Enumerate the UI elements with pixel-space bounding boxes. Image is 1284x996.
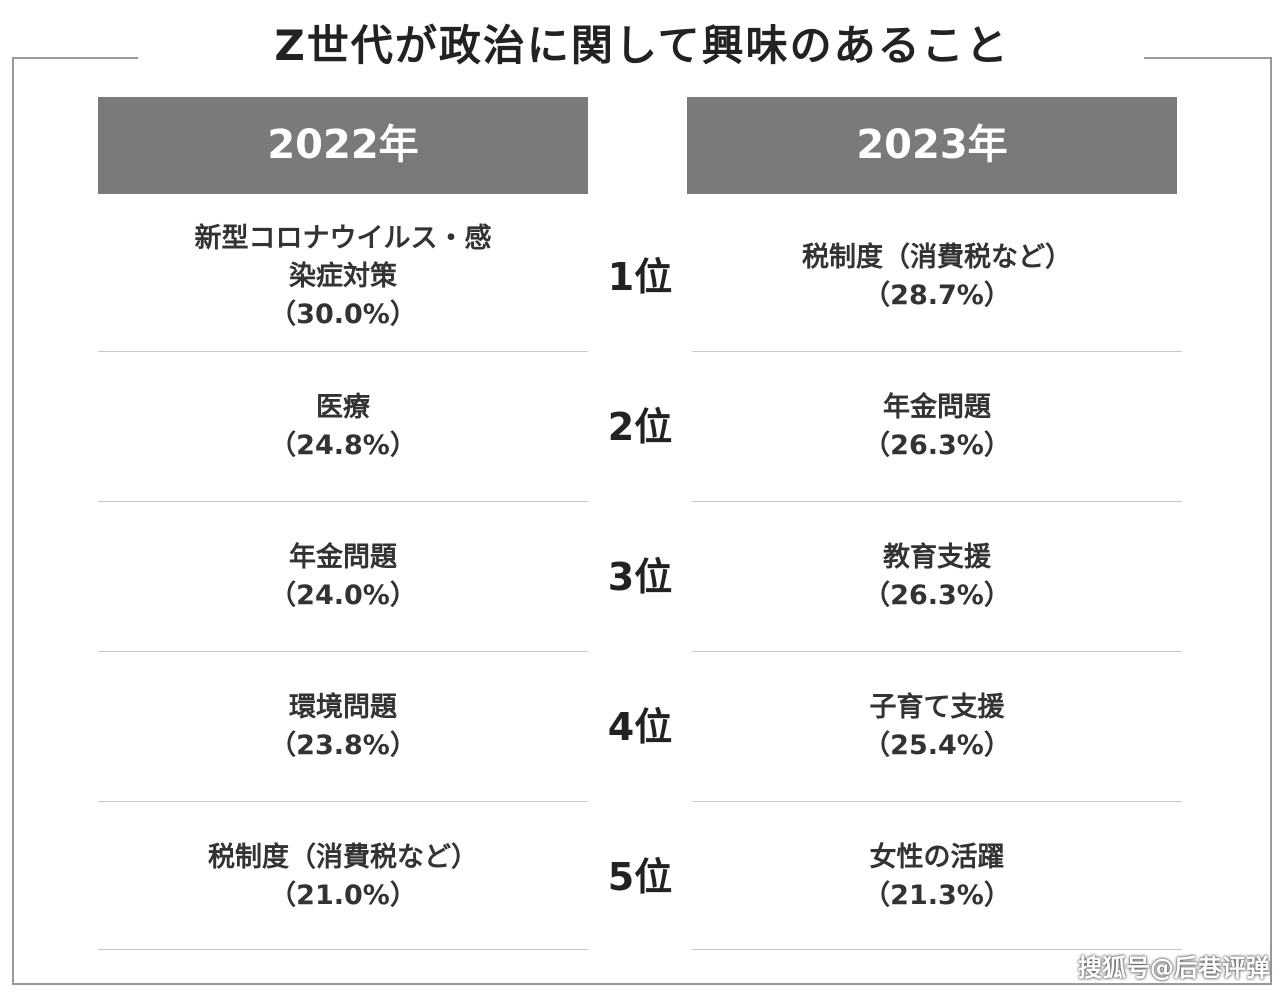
table-cell-left-rank1: 新型コロナウイルス・感染症対策 （30.0%） [98, 202, 588, 352]
topic-label: 年金問題 [289, 542, 397, 573]
percent-label: （21.0%） [269, 880, 417, 911]
rank-label: 5位 [607, 855, 673, 899]
watermark: 搜狐号@后巷评弹 [1078, 954, 1270, 982]
row-divider [692, 351, 1182, 352]
row-divider [98, 801, 588, 802]
year-header-2023: 2023年 [687, 97, 1177, 194]
percent-label: （28.7%） [863, 280, 1011, 311]
table-cell-right-rank5: 女性の活躍 （21.3%） [692, 802, 1182, 952]
percent-label: （24.0%） [269, 580, 417, 611]
percent-label: （26.3%） [863, 580, 1011, 611]
table-cell-right-rank1: 税制度（消費税など） （28.7%） [692, 202, 1182, 352]
row-divider [98, 651, 588, 652]
topic-label: 税制度（消費税など） [802, 242, 1072, 273]
row-divider [98, 351, 588, 352]
rank-label: 3位 [607, 555, 673, 599]
topic-label: 女性の活躍 [869, 842, 1005, 873]
rank-label: 2位 [607, 405, 673, 449]
row-divider [692, 651, 1182, 652]
table-cell-right-rank3: 教育支援 （26.3%） [692, 502, 1182, 652]
row-divider [692, 949, 1182, 950]
page-title: Z世代が政治に関して興味のあること [274, 21, 1010, 70]
row-divider [692, 501, 1182, 502]
topic-label: 子育て支援 [869, 692, 1005, 723]
rank-label: 4位 [607, 705, 673, 749]
percent-label: （21.3%） [863, 880, 1011, 911]
percent-label: （25.4%） [863, 730, 1011, 761]
topic-label: 新型コロナウイルス・感染症対策 [194, 223, 492, 292]
frame-right-bracket [1144, 57, 1272, 985]
topic-label: 環境問題 [289, 692, 397, 723]
table-cell-right-rank4: 子育て支援 （25.4%） [692, 652, 1182, 802]
topic-label: 年金問題 [883, 392, 991, 423]
percent-label: （24.8%） [269, 430, 417, 461]
frame-bottom-line [12, 983, 1272, 985]
row-divider [98, 949, 588, 950]
rank-label: 1位 [607, 255, 673, 299]
table-cell-left-rank2: 医療 （24.8%） [98, 352, 588, 502]
table-cell-left-rank4: 環境問題 （23.8%） [98, 652, 588, 802]
row-divider [98, 501, 588, 502]
percent-label: （30.0%） [269, 299, 417, 330]
percent-label: （26.3%） [863, 430, 1011, 461]
table-cell-left-rank3: 年金問題 （24.0%） [98, 502, 588, 652]
topic-label: 税制度（消費税など） [208, 842, 478, 873]
row-divider [692, 801, 1182, 802]
topic-label: 教育支援 [883, 542, 991, 573]
topic-label: 医療 [316, 392, 370, 423]
table-cell-right-rank2: 年金問題 （26.3%） [692, 352, 1182, 502]
frame-left-bracket [12, 57, 138, 985]
percent-label: （23.8%） [269, 730, 417, 761]
table-cell-left-rank5: 税制度（消費税など） （21.0%） [98, 802, 588, 952]
year-header-2022: 2022年 [98, 97, 588, 194]
